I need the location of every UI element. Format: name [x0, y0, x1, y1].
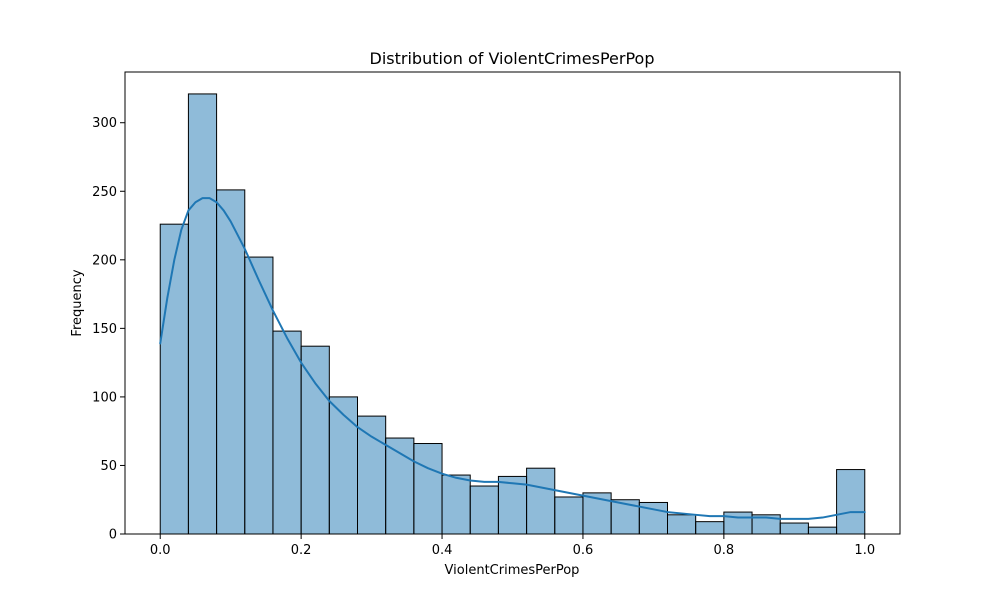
histogram-bar: [779, 522, 809, 535]
x-tick-label: 0.8: [714, 543, 735, 558]
y-tick-label: 0: [109, 528, 117, 543]
histogram-bar: [836, 469, 866, 535]
kde-layer: [159, 197, 866, 520]
x-tick-label: 1.0: [854, 543, 875, 558]
histogram-bar: [469, 485, 499, 535]
x-tick-label: 0.0: [150, 543, 171, 558]
y-tick-label: 250: [92, 185, 117, 200]
kde-curve: [159, 197, 866, 520]
histogram-bar: [807, 526, 838, 535]
chart-title: Distribution of ViolentCrimesPerPop: [370, 49, 655, 68]
x-tick-label: 0.4: [432, 543, 453, 558]
histogram-bar: [272, 330, 302, 535]
plot-frame: [124, 71, 901, 535]
histogram-bar: [187, 93, 218, 535]
histogram-bar: [413, 443, 443, 535]
histogram-bar: [300, 345, 330, 535]
histogram-bar: [441, 474, 471, 535]
y-tick-label: 50: [100, 459, 117, 474]
histogram-bar: [554, 496, 584, 535]
y-tick-label: 300: [92, 116, 117, 131]
histogram-bar: [357, 415, 387, 535]
histogram-bar: [667, 514, 697, 535]
y-axis-ticks: 0 50 100 150 200 250 300: [92, 116, 125, 543]
x-tick-label: 0.2: [291, 543, 312, 558]
x-axis-label: ViolentCrimesPerPop: [445, 563, 580, 578]
y-axis-label: Frequency: [70, 269, 85, 336]
histogram-bar: [159, 223, 189, 535]
histogram-bar: [695, 521, 725, 535]
histogram-bars: [159, 93, 866, 535]
histogram-bar: [328, 396, 358, 535]
histogram-bar: [723, 511, 753, 535]
x-axis-ticks: 0.0 0.2 0.4 0.6 0.8 1.0: [150, 534, 875, 558]
histogram-bar: [216, 189, 246, 535]
histogram-bar: [526, 467, 556, 535]
y-tick-label: 100: [92, 390, 117, 405]
y-tick-label: 200: [92, 253, 117, 268]
histogram-bar: [244, 256, 274, 535]
y-tick-label: 150: [92, 322, 117, 337]
x-tick-label: 0.6: [573, 543, 594, 558]
